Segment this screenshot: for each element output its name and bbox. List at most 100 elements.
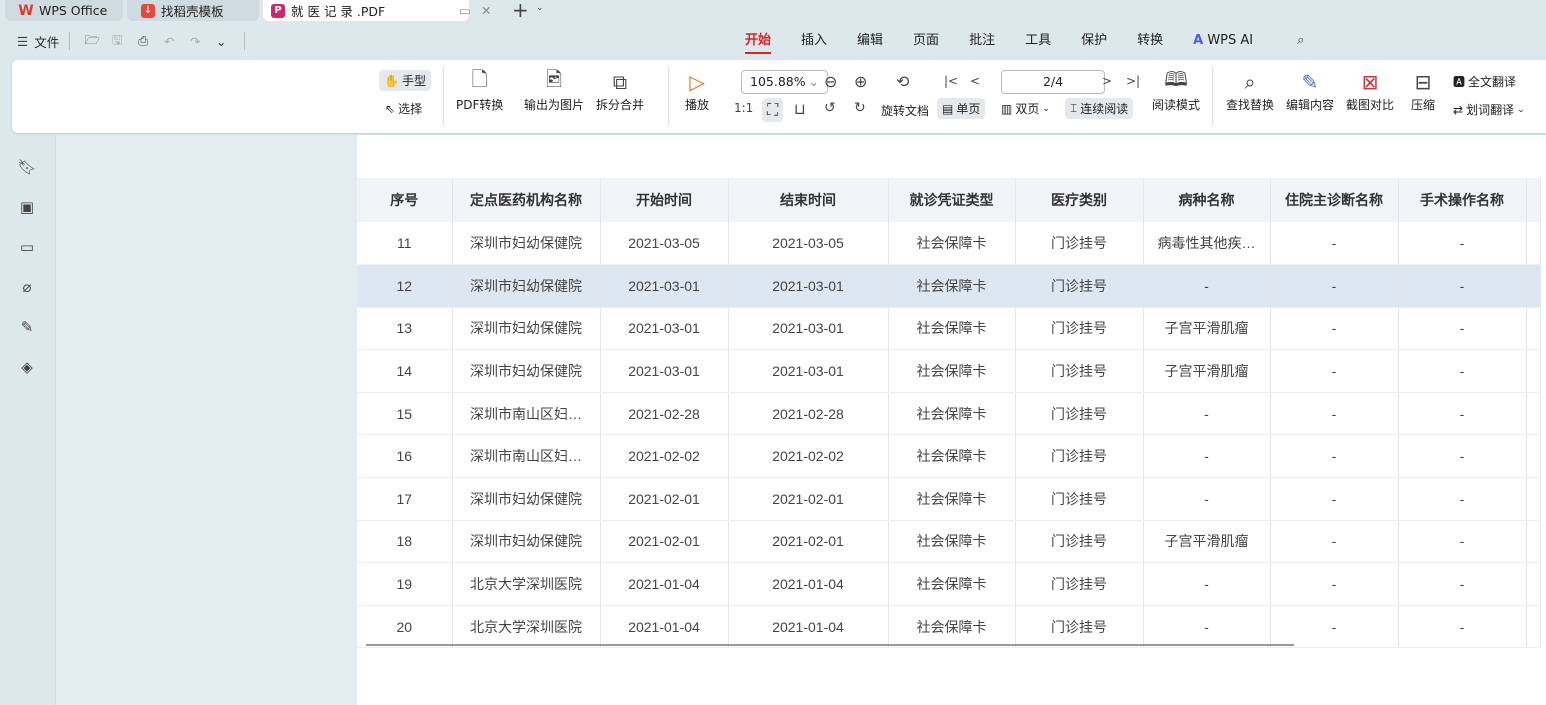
document-view[interactable]: 序号 定点医药机构名称 开始时间 结束时间 就诊凭证类型 医疗类别 病种名称 住院主诊断名称手…: [357, 135, 1546, 705]
table-row: 18 深圳市妇幼保健院 2021-02-01 2021-02-01 社会保障卡 门诊挂号子…: [357, 520, 1541, 564]
table-cell: 门诊挂号: [1015, 222, 1144, 266]
rotate-right-icon[interactable]: ↻: [854, 100, 866, 116]
menu-icon[interactable]: ☰: [17, 33, 29, 49]
table-cell: 19: [357, 562, 453, 606]
continuous-reading-button[interactable]: ⌶ 连续阅读: [1065, 98, 1134, 119]
single-page-button[interactable]: ▤ 单页: [937, 98, 986, 119]
select-tool-button[interactable]: ⇖ 选择: [385, 100, 422, 117]
table-cell: 社会保障卡: [888, 477, 1016, 521]
table-cell: -: [1398, 520, 1527, 564]
table-cell: -: [1398, 222, 1527, 266]
table-cell: 门诊挂号: [1015, 264, 1144, 308]
tab-label: WPS AI: [1207, 33, 1254, 48]
column-header: 开始时间: [600, 178, 729, 222]
tab-wps-ai[interactable]: A WPS AI: [1193, 30, 1283, 54]
tab-pdf-document[interactable]: P 就 医 记 录 .PDF ▭ ✕: [263, 0, 491, 21]
fit-width-icon[interactable]: ⊔: [794, 100, 806, 118]
page-number-input[interactable]: 2/4: [1001, 70, 1105, 94]
rotate-left-icon[interactable]: ↺: [824, 100, 836, 116]
table-cell: 北京大学深圳医院: [452, 605, 601, 649]
table-cell: 2021-03-05: [600, 222, 729, 266]
save-icon[interactable]: 🖫: [111, 31, 123, 47]
edit-content-button[interactable]: ✎ 编辑内容: [1286, 68, 1334, 113]
tab-label: 就 医 记 录 .PDF: [291, 4, 386, 19]
tab-annotate[interactable]: 批注: [969, 33, 996, 48]
table-cell: 13: [357, 307, 453, 351]
chevron-down-icon[interactable]: ⌄: [536, 3, 544, 13]
tab-page[interactable]: 页面: [913, 33, 940, 48]
redo-icon[interactable]: ↷: [189, 33, 201, 49]
next-page-icon[interactable]: >: [1102, 74, 1113, 88]
table-cell: -: [1398, 307, 1527, 351]
new-tab-plus-icon[interactable]: +: [512, 0, 529, 22]
tab-protect[interactable]: 保护: [1081, 33, 1108, 48]
screenshot-compare-button[interactable]: ⊠ 截图对比: [1346, 68, 1394, 113]
label: 播放: [685, 98, 710, 112]
table-cell: 社会保障卡: [888, 434, 1016, 479]
file-menu[interactable]: 文件: [34, 34, 60, 50]
table-cell: -: [1270, 392, 1399, 436]
tab-insert[interactable]: 插入: [801, 33, 828, 48]
table-cell: 深圳市妇幼保健院: [452, 264, 601, 308]
table-cell: -: [1270, 562, 1399, 606]
first-page-icon[interactable]: |<: [944, 74, 959, 88]
table-cell: 子宫平滑肌瘤: [1143, 520, 1271, 564]
table-cell: 2021-01-04: [600, 562, 729, 606]
label: 全文翻译: [1468, 75, 1517, 89]
table-cell: 2021-01-04: [728, 605, 889, 649]
table-cell: -: [1143, 477, 1271, 521]
image-export-icon: 🖻: [545, 67, 563, 91]
chevron-down-icon[interactable]: ⌄: [215, 33, 227, 49]
pdf-logo-icon: P: [271, 3, 285, 18]
play-button[interactable]: ▷ 播放: [685, 68, 709, 113]
tab-edit[interactable]: 编辑: [857, 33, 884, 48]
fit-page-icon[interactable]: ⛶: [762, 98, 784, 122]
last-page-icon[interactable]: >|: [1126, 74, 1141, 88]
tab-templates[interactable]: ↓ 找稻壳模板: [127, 0, 259, 21]
layers-icon[interactable]: ◈: [21, 358, 33, 376]
table-cell: 2021-02-01: [728, 477, 889, 521]
search-icon[interactable]: ⌕: [1297, 33, 1305, 48]
open-folder-icon[interactable]: 🗁: [84, 31, 100, 47]
tab-home[interactable]: 开始: [745, 30, 772, 54]
pdf-convert-button[interactable]: 🗋 PDF转换: [456, 67, 503, 113]
table-cell: 深圳市妇幼保健院: [452, 222, 601, 266]
export-image-button[interactable]: 🖻 输出为图片: [524, 67, 584, 113]
table-cell: 2021-02-28: [728, 392, 889, 436]
label: 编辑内容: [1286, 98, 1335, 112]
bookmark-icon[interactable]: 🔖︎: [17, 158, 37, 176]
word-translate-icon: ⇄: [1453, 102, 1464, 117]
actual-size-icon[interactable]: 1:1: [734, 101, 754, 115]
signature-icon[interactable]: ✎: [20, 318, 34, 336]
table-row: 19 北京大学深圳医院 2021-01-04 2021-01-04 社会保障卡 门诊挂号 -…: [357, 562, 1541, 606]
table-row: 17 深圳市妇幼保健院 2021-02-01 2021-02-01 社会保障卡 门诊挂号 -…: [357, 477, 1541, 521]
split-merge-button[interactable]: ⧉ 拆分合并: [596, 68, 644, 113]
tab-tools[interactable]: 工具: [1025, 33, 1052, 48]
quick-access-toolbar: ☰ 文件 🗁 🖫 ⎙ ↶ ↷ ⌄: [0, 28, 246, 54]
rotate-document-button[interactable]: 旋转文档: [881, 104, 930, 118]
print-icon[interactable]: ⎙: [138, 33, 149, 48]
monitor-icon[interactable]: ▭: [459, 3, 471, 18]
find-replace-button[interactable]: ⌕ 查找替换: [1226, 68, 1274, 113]
full-translate-button[interactable]: 🅰 全文翻译: [1453, 73, 1516, 90]
tab-convert[interactable]: 转换: [1137, 33, 1164, 48]
rotate-document-icon[interactable]: ⟲: [896, 72, 910, 91]
tab-wps-office[interactable]: W WPS Office: [5, 0, 123, 21]
reading-mode-button[interactable]: 🕮 阅读模式: [1152, 67, 1200, 113]
comment-icon[interactable]: ▭: [19, 238, 35, 256]
label: 查找替换: [1226, 98, 1275, 112]
thumbnail-icon[interactable]: ▣: [19, 198, 35, 216]
zoom-in-icon[interactable]: ⊕: [854, 72, 868, 91]
table-row: 16 深圳市南山区妇… 2021-02-02 2021-02-02 社会保障卡 门诊挂号 -…: [357, 434, 1541, 479]
table-cell: 子宫平滑肌瘤: [1143, 307, 1271, 351]
zoom-level-select[interactable]: 105.88% ⌄: [741, 70, 828, 94]
compress-button[interactable]: ⊟ 压缩: [1411, 68, 1435, 113]
double-page-button[interactable]: ▥ 双页 ⌄: [1001, 101, 1050, 117]
hand-tool-button[interactable]: ✋ 手型: [379, 70, 431, 91]
word-translate-button[interactable]: ⇄ 划词翻译 ⌄: [1453, 102, 1525, 118]
undo-icon[interactable]: ↶: [163, 33, 175, 49]
prev-page-icon[interactable]: <: [970, 74, 981, 88]
close-icon[interactable]: ✕: [481, 3, 492, 18]
zoom-out-icon[interactable]: ⊖: [824, 72, 838, 91]
attachment-icon[interactable]: ⌀: [22, 278, 32, 296]
